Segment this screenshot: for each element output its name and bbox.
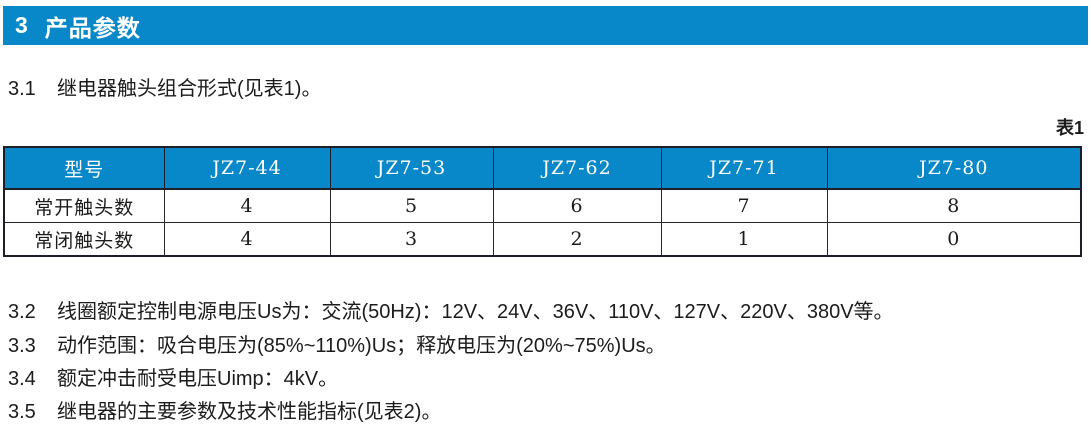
- section-number: 3: [15, 12, 29, 38]
- paragraph-3-3: 3.3 动作范围：吸合电压为(85%~110%)Us；释放电压为(20%~75%)…: [8, 329, 666, 358]
- paragraph-text: 额定冲击耐受电压Uimp：4kV。: [57, 368, 339, 390]
- header-cell-jz7-71: JZ7-71: [660, 146, 828, 190]
- contact-combination-table: 型号 JZ7-44 JZ7-53 JZ7-62 JZ7-71 JZ7-80 常开…: [3, 146, 1082, 257]
- table-header-row: 型号 JZ7-44 JZ7-53 JZ7-62 JZ7-71 JZ7-80: [3, 146, 1082, 190]
- cell-value: 2: [492, 222, 662, 257]
- header-cell-jz7-53: JZ7-53: [329, 146, 494, 190]
- row-label: 常开触头数: [3, 188, 165, 223]
- paragraph-number: 3.4: [8, 368, 36, 390]
- paragraph-number: 3.1: [8, 78, 36, 100]
- cell-value: 3: [329, 222, 494, 257]
- paragraph-text: 线圈额定控制电源电压Us为：交流(50Hz)：12V、24V、36V、110V、…: [57, 301, 894, 323]
- paragraph-number: 3.2: [8, 301, 36, 323]
- table1-caption: 表1: [1055, 118, 1084, 138]
- paragraph-3-5: 3.5 继电器的主要参数及技术性能指标(见表2)。: [8, 395, 441, 424]
- section-title: 产品参数: [44, 14, 141, 41]
- cell-value: 5: [329, 188, 494, 223]
- paragraph-3-4: 3.4 额定冲击耐受电压Uimp：4kV。: [8, 362, 338, 391]
- table-row-nc-contacts: 常闭触头数 4 3 2 1 0: [3, 222, 1082, 257]
- cell-value: 8: [826, 188, 1082, 223]
- row-label: 常闭触头数: [3, 222, 165, 257]
- table-row-no-contacts: 常开触头数 4 5 6 7 8: [3, 188, 1082, 223]
- paragraph-3-2: 3.2 线圈额定控制电源电压Us为：交流(50Hz)：12V、24V、36V、11…: [8, 295, 894, 324]
- cell-value: 0: [826, 222, 1082, 257]
- paragraph-text: 继电器的主要参数及技术性能指标(见表2)。: [57, 401, 442, 423]
- header-cell-jz7-44: JZ7-44: [163, 146, 331, 190]
- header-cell-jz7-62: JZ7-62: [492, 146, 662, 190]
- cell-value: 6: [492, 188, 662, 223]
- header-cell-jz7-80: JZ7-80: [826, 146, 1082, 190]
- section-header-bar: 3 产品参数: [3, 6, 1088, 45]
- cell-value: 4: [163, 222, 331, 257]
- paragraph-3-1: 3.1 继电器触头组合形式(见表1)。: [8, 72, 321, 101]
- paragraph-text: 动作范围：吸合电压为(85%~110%)Us；释放电压为(20%~75%)Us。: [57, 335, 666, 357]
- paragraph-text: 继电器触头组合形式(见表1)。: [57, 78, 322, 100]
- header-cell-model: 型号: [3, 146, 165, 190]
- cell-value: 4: [163, 188, 331, 223]
- paragraph-number: 3.5: [8, 401, 36, 423]
- cell-value: 7: [660, 188, 828, 223]
- paragraph-number: 3.3: [8, 335, 36, 357]
- cell-value: 1: [660, 222, 828, 257]
